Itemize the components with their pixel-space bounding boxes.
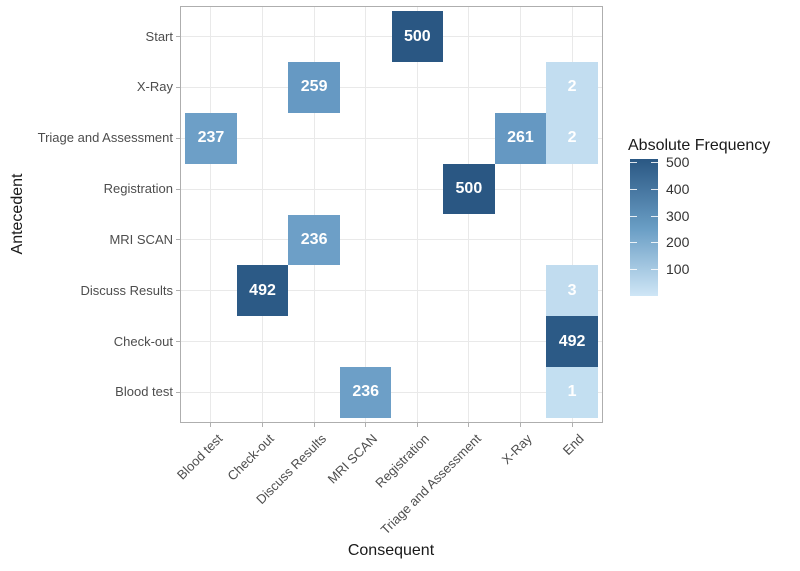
legend-bar-tick <box>651 269 658 271</box>
x-axis-tick <box>416 423 418 427</box>
heatmap-cell: 261 <box>494 112 547 164</box>
y-axis-label: Start <box>145 28 173 44</box>
y-axis-tick <box>176 341 180 343</box>
legend-title: Absolute Frequency <box>628 137 771 154</box>
heatmap-cell: 236 <box>288 214 340 266</box>
legend-bar-tick <box>630 242 637 244</box>
heatmap-cell: 237 <box>185 112 237 164</box>
x-axis-label: Blood test <box>174 431 226 483</box>
x-axis-label: MRI SCAN <box>324 431 381 487</box>
x-axis-tick <box>571 423 573 427</box>
legend-tick-label: 400 <box>666 180 690 197</box>
legend-bar-tick <box>651 242 658 244</box>
y-axis-label: MRI SCAN <box>109 231 173 247</box>
x-grid-line <box>210 6 212 423</box>
legend-bar-tick <box>630 269 637 271</box>
heatmap-cell: 2 <box>546 61 598 113</box>
heatmap-cell: 500 <box>443 163 495 215</box>
x-axis-tick <box>519 423 521 427</box>
heatmap-cell: 3 <box>546 265 598 317</box>
y-axis-tick <box>176 239 180 241</box>
legend-bar-tick <box>630 162 637 164</box>
legend-bar-tick <box>651 215 658 217</box>
x-grid-line <box>416 6 418 423</box>
heatmap-cell: 1 <box>546 367 598 418</box>
x-axis-tick <box>262 423 264 427</box>
legend-bar-tick <box>651 162 658 164</box>
x-grid-line <box>468 6 470 423</box>
legend-bar-tick <box>651 188 658 190</box>
y-axis-label: Check-out <box>113 333 173 349</box>
y-grid-line <box>180 341 603 343</box>
heatmap-cell: 2 <box>546 112 598 164</box>
legend-bar-tick <box>630 215 637 217</box>
y-grid-line <box>180 137 603 139</box>
x-axis-tick <box>313 423 315 427</box>
legend-tick-label: 200 <box>666 234 690 251</box>
heatmap-cell: 236 <box>339 367 392 418</box>
x-axis-label: Triage and Assessment <box>377 431 484 538</box>
legend-tick-label: 300 <box>666 207 690 224</box>
y-axis-tick <box>176 86 180 88</box>
x-axis-label: Check-out <box>224 431 278 484</box>
y-axis-tick <box>176 290 180 292</box>
legend-gradient-bar <box>630 159 658 296</box>
y-grid-line <box>180 239 603 241</box>
x-axis-tick <box>210 423 212 427</box>
x-axis-label: End <box>559 431 587 458</box>
x-axis-tick <box>468 423 470 427</box>
y-grid-line <box>180 391 603 393</box>
y-axis-label: Registration <box>103 181 173 197</box>
x-grid-line <box>571 6 573 423</box>
x-grid-line <box>519 6 521 423</box>
heatmap-cell: 492 <box>236 265 289 317</box>
y-axis-tick <box>176 391 180 393</box>
y-axis-label: Triage and Assessment <box>37 130 173 146</box>
y-axis-tick <box>176 137 180 139</box>
y-axis-tick <box>176 36 180 37</box>
plot-panel <box>180 6 603 423</box>
x-axis-label: X-Ray <box>498 431 536 468</box>
legend-bar-tick <box>630 188 637 190</box>
heatmap-cell: 259 <box>288 61 340 113</box>
legend-tick-label: 100 <box>666 261 690 278</box>
y-grid-line <box>180 290 603 292</box>
y-axis-tick <box>176 188 180 190</box>
y-axis-label: X-Ray <box>136 79 173 95</box>
x-axis-tick <box>365 423 367 427</box>
x-grid-line <box>365 6 367 423</box>
heatmap-cell: 492 <box>546 316 598 368</box>
y-axis-title: Antecedent <box>9 173 26 255</box>
y-grid-line <box>180 86 603 88</box>
y-axis-label: Discuss Results <box>80 282 173 298</box>
legend-tick-label: 500 <box>666 154 690 171</box>
x-grid-line <box>262 6 264 423</box>
heatmap-cell: 500 <box>391 11 444 62</box>
y-grid-line <box>180 188 603 190</box>
y-axis-label: Blood test <box>115 384 173 400</box>
x-axis-title: Consequent <box>347 542 435 559</box>
